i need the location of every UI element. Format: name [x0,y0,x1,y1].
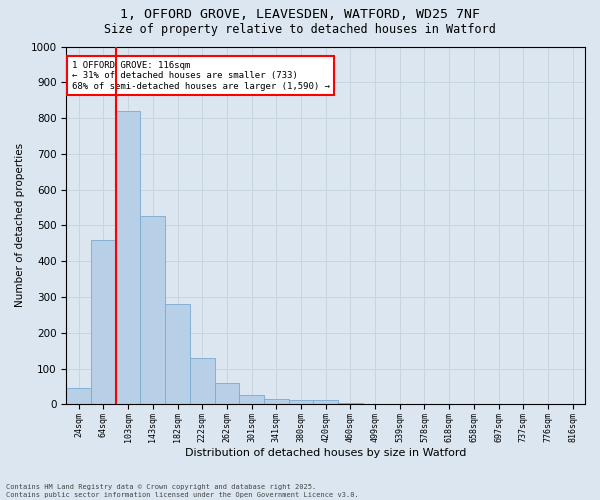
Bar [264,399,289,404]
Text: 1 OFFORD GROVE: 116sqm
← 31% of detached houses are smaller (733)
68% of semi-de: 1 OFFORD GROVE: 116sqm ← 31% of detached… [71,61,329,90]
Bar [313,400,338,404]
Y-axis label: Number of detached properties: Number of detached properties [15,144,25,308]
Bar [116,111,140,405]
Text: Size of property relative to detached houses in Watford: Size of property relative to detached ho… [104,22,496,36]
Bar [140,216,165,404]
Bar [67,388,91,404]
Bar [239,396,264,404]
Text: 1, OFFORD GROVE, LEAVESDEN, WATFORD, WD25 7NF: 1, OFFORD GROVE, LEAVESDEN, WATFORD, WD2… [120,8,480,20]
X-axis label: Distribution of detached houses by size in Watford: Distribution of detached houses by size … [185,448,466,458]
Text: Contains HM Land Registry data © Crown copyright and database right 2025.
Contai: Contains HM Land Registry data © Crown c… [6,484,359,498]
Bar [165,304,190,404]
Bar [338,402,363,404]
Bar [190,358,215,405]
Bar [215,383,239,404]
Bar [289,400,313,404]
Bar [91,240,116,404]
